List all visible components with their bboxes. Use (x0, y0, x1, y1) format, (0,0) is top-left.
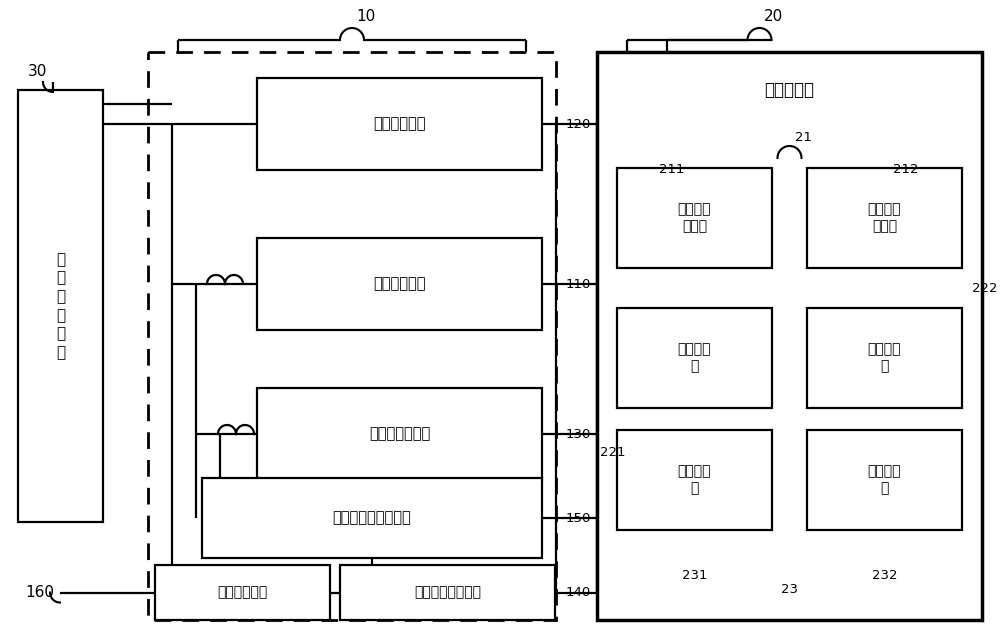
FancyBboxPatch shape (807, 430, 962, 530)
Text: 交
直
流
适
配
器: 交 直 流 适 配 器 (56, 252, 65, 360)
Text: 232: 232 (872, 569, 897, 582)
Text: 221: 221 (600, 446, 626, 459)
FancyBboxPatch shape (597, 52, 982, 620)
Text: 第一正极
片: 第一正极 片 (678, 464, 711, 495)
Text: 211: 211 (659, 163, 684, 176)
FancyBboxPatch shape (257, 78, 542, 170)
Text: 160: 160 (25, 585, 54, 600)
Text: 第二正极
片: 第二正极 片 (868, 464, 901, 495)
Text: 140: 140 (566, 586, 591, 599)
Text: 130: 130 (566, 428, 591, 440)
Text: 第一正极
耳: 第一正极 耳 (678, 342, 711, 374)
FancyBboxPatch shape (202, 478, 542, 558)
Text: 110: 110 (566, 278, 591, 290)
Text: 222: 222 (972, 281, 998, 294)
Text: 212: 212 (893, 163, 918, 176)
FancyBboxPatch shape (18, 90, 103, 522)
Text: 30: 30 (28, 65, 47, 79)
FancyBboxPatch shape (617, 308, 772, 408)
Text: 23: 23 (781, 583, 798, 596)
Text: 系统供电模块: 系统供电模块 (217, 585, 268, 599)
FancyBboxPatch shape (807, 168, 962, 268)
Text: 150: 150 (566, 512, 591, 524)
FancyBboxPatch shape (257, 388, 542, 480)
Text: 三电芯电池: 三电芯电池 (765, 81, 814, 99)
FancyBboxPatch shape (155, 565, 330, 620)
Text: 辅助降压电路模块: 辅助降压电路模块 (414, 585, 481, 599)
FancyBboxPatch shape (617, 168, 772, 268)
Text: 电池充放电控制模块: 电池充放电控制模块 (333, 510, 411, 526)
Text: 120: 120 (566, 117, 591, 131)
Text: 降压电路模块: 降压电路模块 (373, 117, 426, 131)
Text: 第二电池
连接器: 第二电池 连接器 (868, 203, 901, 234)
FancyBboxPatch shape (617, 430, 772, 530)
Text: 231: 231 (682, 569, 707, 582)
Text: 电荷泵电路模块: 电荷泵电路模块 (369, 426, 430, 442)
Text: 20: 20 (764, 9, 783, 24)
Text: 21: 21 (794, 131, 812, 144)
Text: 10: 10 (356, 9, 375, 24)
Text: 第二正极
耳: 第二正极 耳 (868, 342, 901, 374)
FancyBboxPatch shape (257, 238, 542, 330)
Text: 升压电路模块: 升压电路模块 (373, 276, 426, 292)
FancyBboxPatch shape (340, 565, 555, 620)
FancyBboxPatch shape (807, 308, 962, 408)
Text: 第一电池
连接器: 第一电池 连接器 (678, 203, 711, 234)
